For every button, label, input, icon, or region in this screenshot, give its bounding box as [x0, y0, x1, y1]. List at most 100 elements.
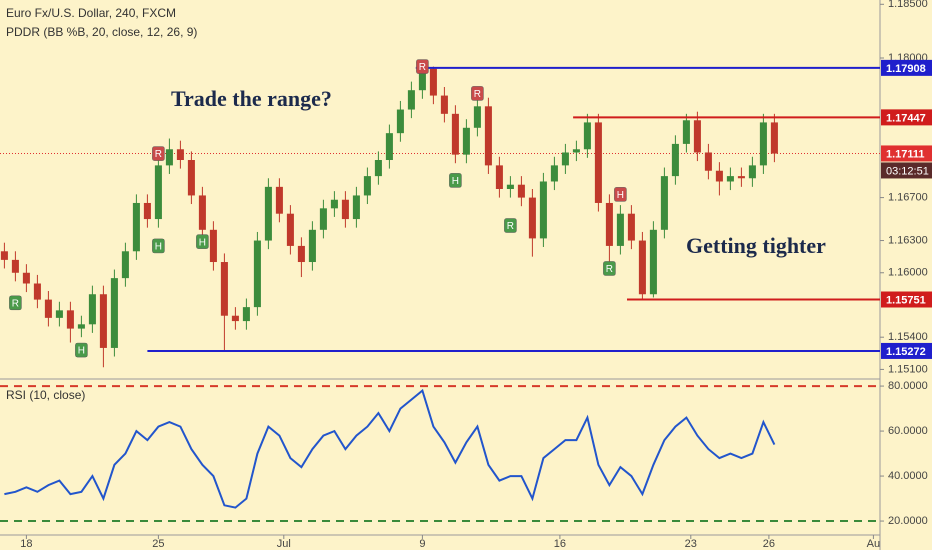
y2-tick-label: 80.0000: [888, 380, 928, 392]
signal-marker: [9, 295, 22, 311]
signal-label: H: [199, 237, 206, 248]
rsi-line: [4, 388, 776, 509]
signal-marker: [75, 342, 88, 358]
signal-marker: [614, 187, 627, 202]
candle-body: [33, 283, 41, 300]
indicator-title: PDDR (BB %B, 20, close, 12, 26, 9): [6, 25, 197, 39]
candle-body: [572, 149, 580, 153]
candle-body: [748, 165, 756, 179]
level-label: 1.15751: [886, 294, 926, 306]
candle-body: [715, 170, 723, 182]
y-tick-label: 1.15100: [888, 363, 928, 375]
candle-body: [473, 106, 481, 128]
candle-body: [275, 186, 283, 214]
candle-body: [660, 176, 668, 230]
level-label: 1.17447: [886, 112, 926, 124]
candle-body: [176, 149, 184, 161]
x-tick-label: Jul: [277, 538, 291, 550]
candle-body: [341, 199, 349, 220]
candle-body: [770, 122, 778, 154]
y-tick-label: 1.16700: [888, 191, 928, 203]
level-label-box: [881, 109, 932, 126]
signal-label: R: [606, 264, 613, 275]
candle-body: [517, 184, 525, 198]
candle-body: [66, 310, 74, 329]
signal-marker: [416, 59, 429, 74]
x-tick-label: 18: [20, 538, 32, 550]
candle-body: [594, 122, 602, 203]
candle-body: [671, 143, 679, 177]
candle-body: [110, 278, 118, 348]
signal-label: H: [617, 190, 624, 201]
y2-tick-label: 40.0000: [888, 470, 928, 482]
candle-body: [231, 315, 239, 322]
candle-body: [0, 251, 8, 260]
y2-tick-label: 20.0000: [888, 515, 928, 527]
x-tick-label: Au: [867, 538, 880, 550]
candle-body: [363, 176, 371, 196]
y-tick-label: 1.18500: [888, 0, 928, 10]
candle-body: [737, 176, 745, 179]
level-label: 1.15272: [886, 346, 926, 358]
candle-body: [506, 184, 514, 189]
annotation: Trade the range?: [171, 86, 332, 111]
candle-body: [440, 95, 448, 114]
x-tick-label: 23: [685, 538, 697, 550]
countdown-box: [881, 162, 932, 179]
candle-body: [495, 165, 503, 189]
x-tick-label: 26: [763, 538, 775, 550]
candle-body: [649, 229, 657, 295]
signal-marker: [196, 234, 209, 249]
signal-label: R: [474, 89, 481, 100]
candle-body: [352, 195, 360, 220]
candle-body: [308, 229, 316, 263]
signal-marker: [504, 218, 517, 233]
candle-body: [726, 176, 734, 182]
candle-body: [22, 272, 30, 284]
candle-body: [198, 195, 206, 230]
candle-body: [693, 120, 701, 153]
annotation: Getting tighter: [686, 233, 826, 258]
candle-body: [165, 149, 173, 166]
candle-body: [627, 213, 635, 241]
candle-body: [407, 90, 415, 110]
y-tick-label: 1.15400: [888, 331, 928, 343]
candle-body: [418, 68, 426, 91]
candle-body: [451, 113, 459, 155]
candle-body: [396, 109, 404, 134]
signal-marker: [152, 146, 165, 161]
candle-body: [220, 262, 228, 316]
candle-body: [682, 120, 690, 144]
y2-tick-label: 60.0000: [888, 425, 928, 437]
signal-label: R: [419, 62, 426, 73]
candle-body: [539, 181, 547, 239]
candle-body: [550, 165, 558, 182]
candle-body: [121, 251, 129, 279]
candle-body: [561, 152, 569, 166]
signal-label: H: [78, 346, 85, 357]
signal-label: R: [12, 298, 19, 309]
candle-body: [44, 299, 52, 318]
candle-body: [143, 202, 151, 220]
candle-body: [385, 133, 393, 161]
candle-body: [77, 324, 85, 329]
signal-label: R: [155, 149, 162, 160]
y-tick-label: 1.16300: [888, 234, 928, 246]
signal-label: H: [452, 176, 459, 187]
candle-body: [528, 197, 536, 239]
candle-body: [253, 240, 261, 308]
level-label-box: [881, 59, 932, 76]
candle-body: [319, 208, 327, 230]
last-price-label: 1.17111: [886, 148, 925, 160]
candle-body: [187, 160, 195, 196]
candle-body: [484, 106, 492, 166]
candle-body: [462, 127, 470, 155]
candle-body: [297, 245, 305, 263]
candle-body: [11, 259, 19, 273]
candle-body: [88, 294, 96, 325]
signal-marker: [603, 261, 616, 276]
candle-body: [704, 152, 712, 171]
rsi-title: RSI (10, close): [6, 388, 85, 402]
